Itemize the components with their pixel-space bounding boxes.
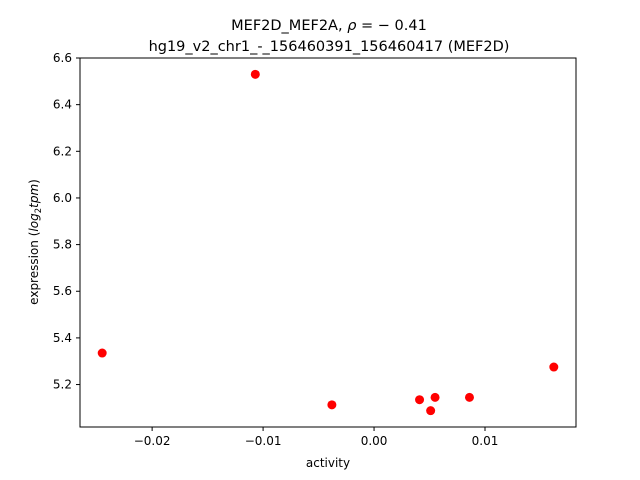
y-tick-label: 5.8 [53, 238, 72, 252]
y-tick-label: 6.0 [53, 191, 72, 205]
data-point [426, 406, 436, 416]
y-tick-label: 6.6 [53, 51, 72, 65]
x-axis-ticks: −0.02 −0.01 0.00 0.01 [134, 427, 499, 448]
y-tick-label: 5.4 [53, 331, 72, 345]
data-point [97, 348, 107, 358]
y-tick-label: 6.4 [53, 98, 72, 112]
x-tick-label: −0.01 [245, 434, 282, 448]
data-point [549, 362, 559, 372]
y-tick-label: 5.2 [53, 378, 72, 392]
chart-title-line1: MEF2D_MEF2A, ρ = − 0.41 [231, 18, 427, 34]
data-point [464, 392, 474, 402]
x-axis-label: activity [306, 456, 350, 470]
y-axis-ticks: 5.2 5.4 5.6 5.8 6.0 6.2 6.4 6.6 [53, 51, 80, 392]
plot-frame [79, 57, 577, 428]
data-point [415, 395, 425, 405]
data-point [250, 69, 260, 79]
chart-title-line2: hg19_v2_chr1_-_156460391_156460417 (MEF2… [149, 39, 510, 55]
data-points [97, 69, 559, 416]
data-point [430, 392, 440, 402]
y-tick-label: 6.2 [53, 144, 72, 158]
x-tick-label: 0.00 [361, 434, 388, 448]
y-axis-label: expression (log2tpm) [27, 179, 44, 305]
x-tick-label: 0.01 [472, 434, 499, 448]
y-tick-label: 5.6 [53, 284, 72, 298]
data-point [327, 400, 337, 410]
x-tick-label: −0.02 [134, 434, 171, 448]
